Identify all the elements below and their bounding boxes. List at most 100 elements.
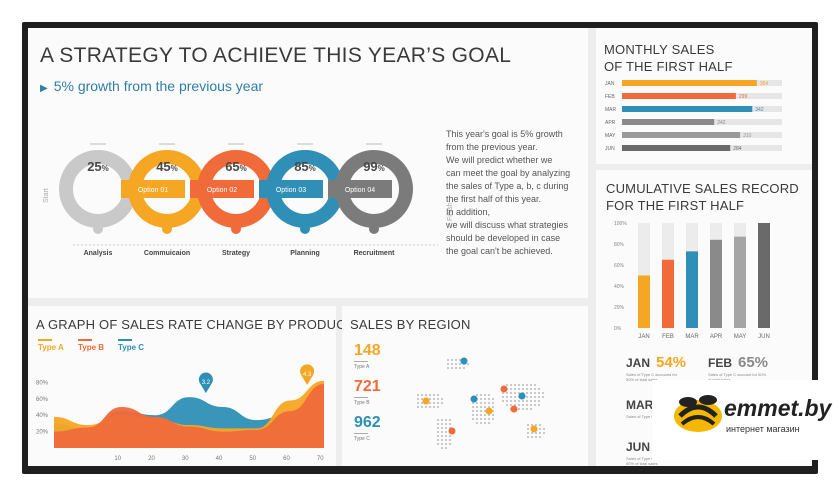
map-dot <box>428 401 432 405</box>
map-dot <box>479 421 483 425</box>
map-dot <box>448 442 452 446</box>
map-dot <box>533 387 537 391</box>
monthly-bar-feb <box>622 93 736 99</box>
monthly-label-apr: APR <box>605 120 616 126</box>
map-dot <box>483 417 487 421</box>
map-dot <box>529 407 533 411</box>
step-icon-4 <box>300 224 310 234</box>
map-dot <box>505 403 509 407</box>
map-dot <box>416 405 420 409</box>
step-percent-3: 65% <box>216 159 256 174</box>
cum-stat-note: Sales of Type C account for 50% of total… <box>708 372 767 382</box>
map-dot <box>471 409 475 413</box>
map-dot <box>483 393 487 397</box>
map-dot <box>517 383 521 387</box>
option-band-4 <box>259 180 323 198</box>
map-dot <box>517 403 521 407</box>
monthly-sales-title: MONTHLY SALES OF THE FIRST HALF <box>604 41 733 75</box>
monthly-sales-title-line2: OF THE FIRST HALF <box>604 59 733 74</box>
map-dot <box>505 391 509 395</box>
map-pin-8 <box>460 357 468 365</box>
map-dot <box>440 397 444 401</box>
map-dot <box>446 358 450 362</box>
map-dot <box>416 397 420 401</box>
map-dot <box>416 393 420 397</box>
map-pin-5 <box>500 385 508 393</box>
map-dot <box>526 431 530 435</box>
map-dot <box>444 426 448 430</box>
monthly-sales-chart: JAN 354 FEB 299 MAR 342 APR 242 MAY 310 JUN 284 <box>605 80 782 152</box>
map-dot <box>525 407 529 411</box>
map-dot <box>513 395 517 399</box>
map-dot <box>440 446 444 450</box>
map-dot <box>450 362 454 366</box>
cum-ytick: 60% <box>614 263 625 269</box>
map-dot <box>483 405 487 409</box>
map-dot <box>529 395 533 399</box>
map-dot <box>458 362 462 366</box>
step-percent-value: 85 <box>294 159 309 174</box>
step-percent-unit: % <box>170 164 178 173</box>
step-percent-unit: % <box>239 164 247 173</box>
legend-swatch-1 <box>38 339 52 341</box>
region-divider-3 <box>354 433 368 434</box>
legend-swatch-2 <box>78 339 92 341</box>
map-dot <box>530 423 534 427</box>
map-dot <box>491 401 495 405</box>
map-dot <box>525 399 529 403</box>
map-dot <box>444 434 448 438</box>
region-type-2: Type B <box>354 400 370 406</box>
option-band-3 <box>190 180 254 198</box>
map-dot <box>542 427 546 431</box>
step-percent-1: 25% <box>78 159 118 174</box>
map-dot <box>479 397 483 401</box>
map-dot <box>475 409 479 413</box>
step-percent-unit: % <box>308 164 316 173</box>
map-dot <box>517 407 521 411</box>
map-dot <box>509 395 513 399</box>
map-dot <box>462 366 466 370</box>
map-dot <box>537 403 541 407</box>
step-percent-value: 45 <box>156 159 171 174</box>
finish-label: Finish <box>447 202 454 221</box>
map-dot <box>428 397 432 401</box>
area-xtick: 50 <box>249 456 256 462</box>
cum-stat-note: Sales of Type C accounts for 50% of tota… <box>626 372 678 382</box>
strategy-panel: A STRATEGY TO ACHIEVE THIS YEAR’S GOAL ▶… <box>28 28 588 298</box>
map-dot <box>483 397 487 401</box>
map-dot <box>436 434 440 438</box>
map-dot <box>432 405 436 409</box>
cum-stat-month: JAN <box>626 356 651 370</box>
cum-xlabel-apr: APR <box>710 334 723 340</box>
map-dot <box>529 391 533 395</box>
map-dot <box>448 434 452 438</box>
description-line: can meet the goal by analyzing <box>446 168 571 178</box>
map-dot <box>436 405 440 409</box>
map-dot <box>454 358 458 362</box>
cum-xlabel-feb: FEB <box>662 334 674 340</box>
map-dot <box>491 413 495 417</box>
map-dot <box>420 405 424 409</box>
map-dot <box>454 362 458 366</box>
map-dot <box>471 413 475 417</box>
monthly-bar-mar <box>622 106 753 112</box>
legend-label-2: Type B <box>78 343 105 352</box>
map-dot <box>525 395 529 399</box>
map-dot <box>513 383 517 387</box>
map-dot <box>487 417 491 421</box>
map-dot <box>530 435 534 439</box>
map-dot <box>483 401 487 405</box>
monthly-bar-may <box>622 132 741 138</box>
map-dot <box>513 399 517 403</box>
strategy-description: This year's goal is 5% growth from the pr… <box>446 128 596 258</box>
map-dot <box>436 401 440 405</box>
map-dot <box>521 387 525 391</box>
map-dot <box>444 442 448 446</box>
page-title: A STRATEGY TO ACHIEVE THIS YEAR’S GOAL <box>40 44 512 67</box>
monthly-label-jan: JAN <box>605 81 615 87</box>
map-dot <box>533 399 537 403</box>
product-graph-panel: A GRAPH OF SALES RATE CHANGE BY PRODUCT … <box>28 306 354 466</box>
map-dot <box>525 383 529 387</box>
map-dot <box>541 391 545 395</box>
map-dot <box>538 431 542 435</box>
